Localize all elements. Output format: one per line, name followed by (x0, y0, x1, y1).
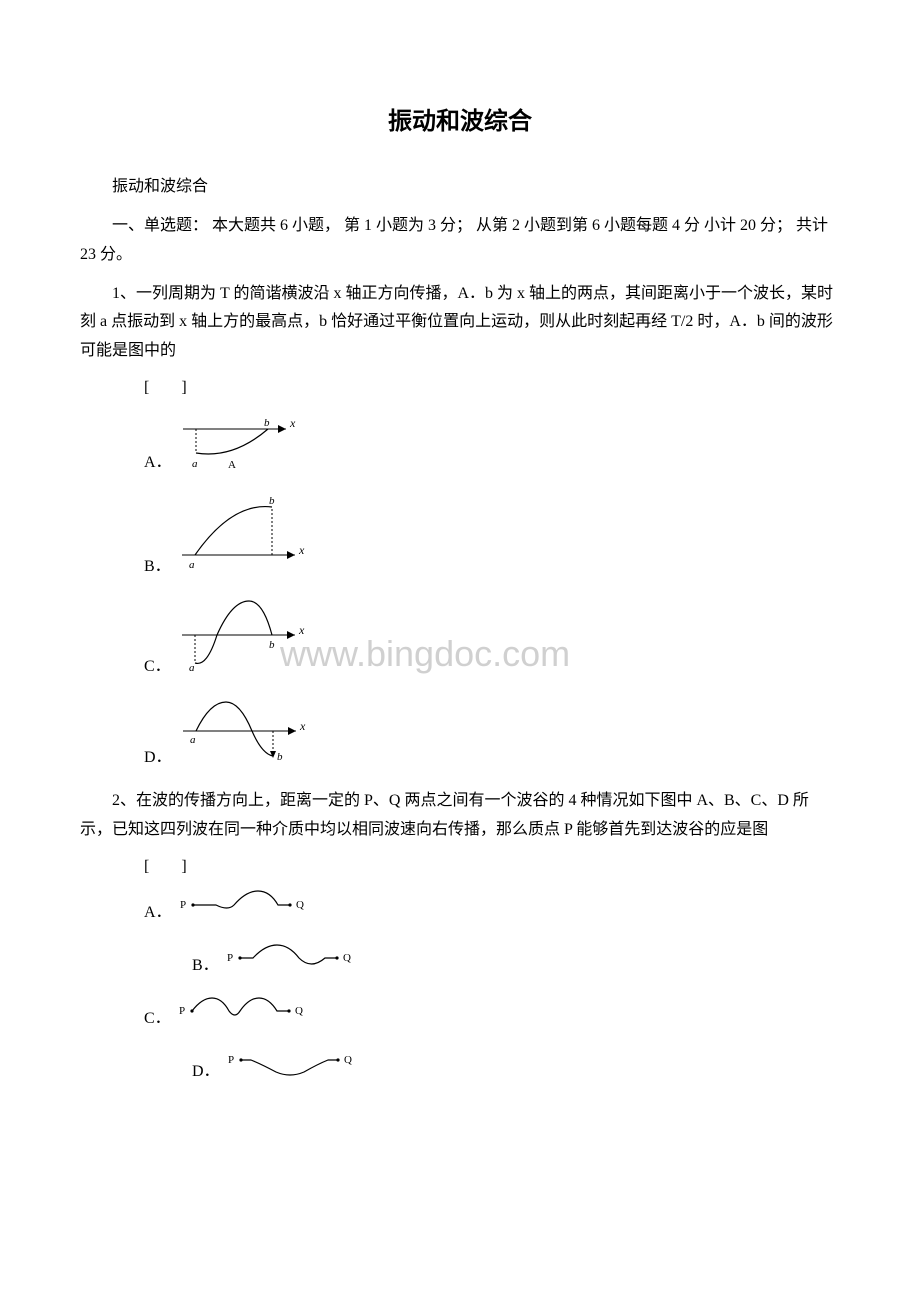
q2-diagram-b: P Q (225, 942, 355, 985)
q2-option-b-row: B． P Q (192, 942, 840, 985)
q1-option-d-row: D． x a b (144, 696, 840, 777)
q2-option-a-row: A． P Q (144, 889, 840, 932)
question-2-bracket: [ ] (80, 853, 840, 882)
svg-text:x: x (299, 719, 306, 733)
svg-text:b: b (269, 495, 275, 507)
svg-text:Q: Q (343, 952, 351, 964)
question-1-bracket: [ ] (80, 374, 840, 403)
svg-text:P: P (227, 952, 233, 964)
q2-option-d-row: D． P Q (192, 1048, 840, 1091)
svg-text:x: x (298, 623, 305, 637)
q1-option-b-label: B． (144, 553, 171, 586)
q1-option-a-label: A． (144, 449, 172, 482)
svg-text:x: x (298, 543, 305, 557)
q2-diagram-c: P Q (177, 995, 307, 1038)
question-1-text: 1、一列周期为 T 的简谐横波沿 x 轴正方向传播，A．b 为 x 轴上的两点，… (80, 280, 840, 366)
svg-text:a: a (189, 559, 195, 571)
subtitle: 振动和波综合 (80, 173, 840, 202)
svg-text:Q: Q (296, 899, 304, 911)
q2-option-d-label: D． (192, 1058, 220, 1091)
question-2-text: 2、在波的传播方向上，距离一定的 P、Q 两点之间有一个波谷的 4 种情况如下图… (80, 787, 840, 845)
section-header: 一、单选题： 本大题共 6 小题， 第 1 小题为 3 分； 从第 2 小题到第… (80, 212, 840, 270)
q1-diagram-c: x a b (177, 595, 307, 686)
q1-option-a-row: A． x a b A (144, 411, 840, 482)
svg-text:b: b (264, 417, 270, 429)
svg-text:a: a (190, 734, 196, 746)
q1-option-b-row: B． x a b (144, 492, 840, 586)
svg-text:A: A (228, 459, 236, 471)
q1-option-c-label: C． (144, 653, 171, 686)
q2-option-c-row: C． P Q (144, 995, 840, 1038)
page-title: 振动和波综合 (80, 100, 840, 143)
svg-text:a: a (192, 458, 198, 470)
svg-text:x: x (289, 416, 296, 430)
svg-text:P: P (228, 1054, 234, 1066)
q2-diagram-d: P Q (226, 1048, 356, 1091)
q1-diagram-b: x a b (177, 492, 307, 586)
q2-option-c-label: C． (144, 1005, 171, 1038)
svg-text:b: b (277, 751, 283, 763)
svg-text:Q: Q (295, 1005, 303, 1017)
svg-text:P: P (179, 1005, 185, 1017)
q2-option-a-label: A． (144, 899, 172, 932)
q2-diagram-a: P Q (178, 889, 308, 932)
document-content: 振动和波综合 振动和波综合 一、单选题： 本大题共 6 小题， 第 1 小题为 … (80, 100, 840, 1091)
svg-text:P: P (180, 899, 186, 911)
svg-text:Q: Q (344, 1054, 352, 1066)
svg-text:b: b (269, 639, 275, 651)
q1-option-d-label: D． (144, 744, 172, 777)
q2-option-b-label: B． (192, 952, 219, 985)
q1-diagram-d: x a b (178, 696, 308, 777)
q1-option-c-row: C． x a b (144, 595, 840, 686)
svg-text:a: a (189, 662, 195, 674)
q1-diagram-a: x a b A (178, 411, 298, 482)
